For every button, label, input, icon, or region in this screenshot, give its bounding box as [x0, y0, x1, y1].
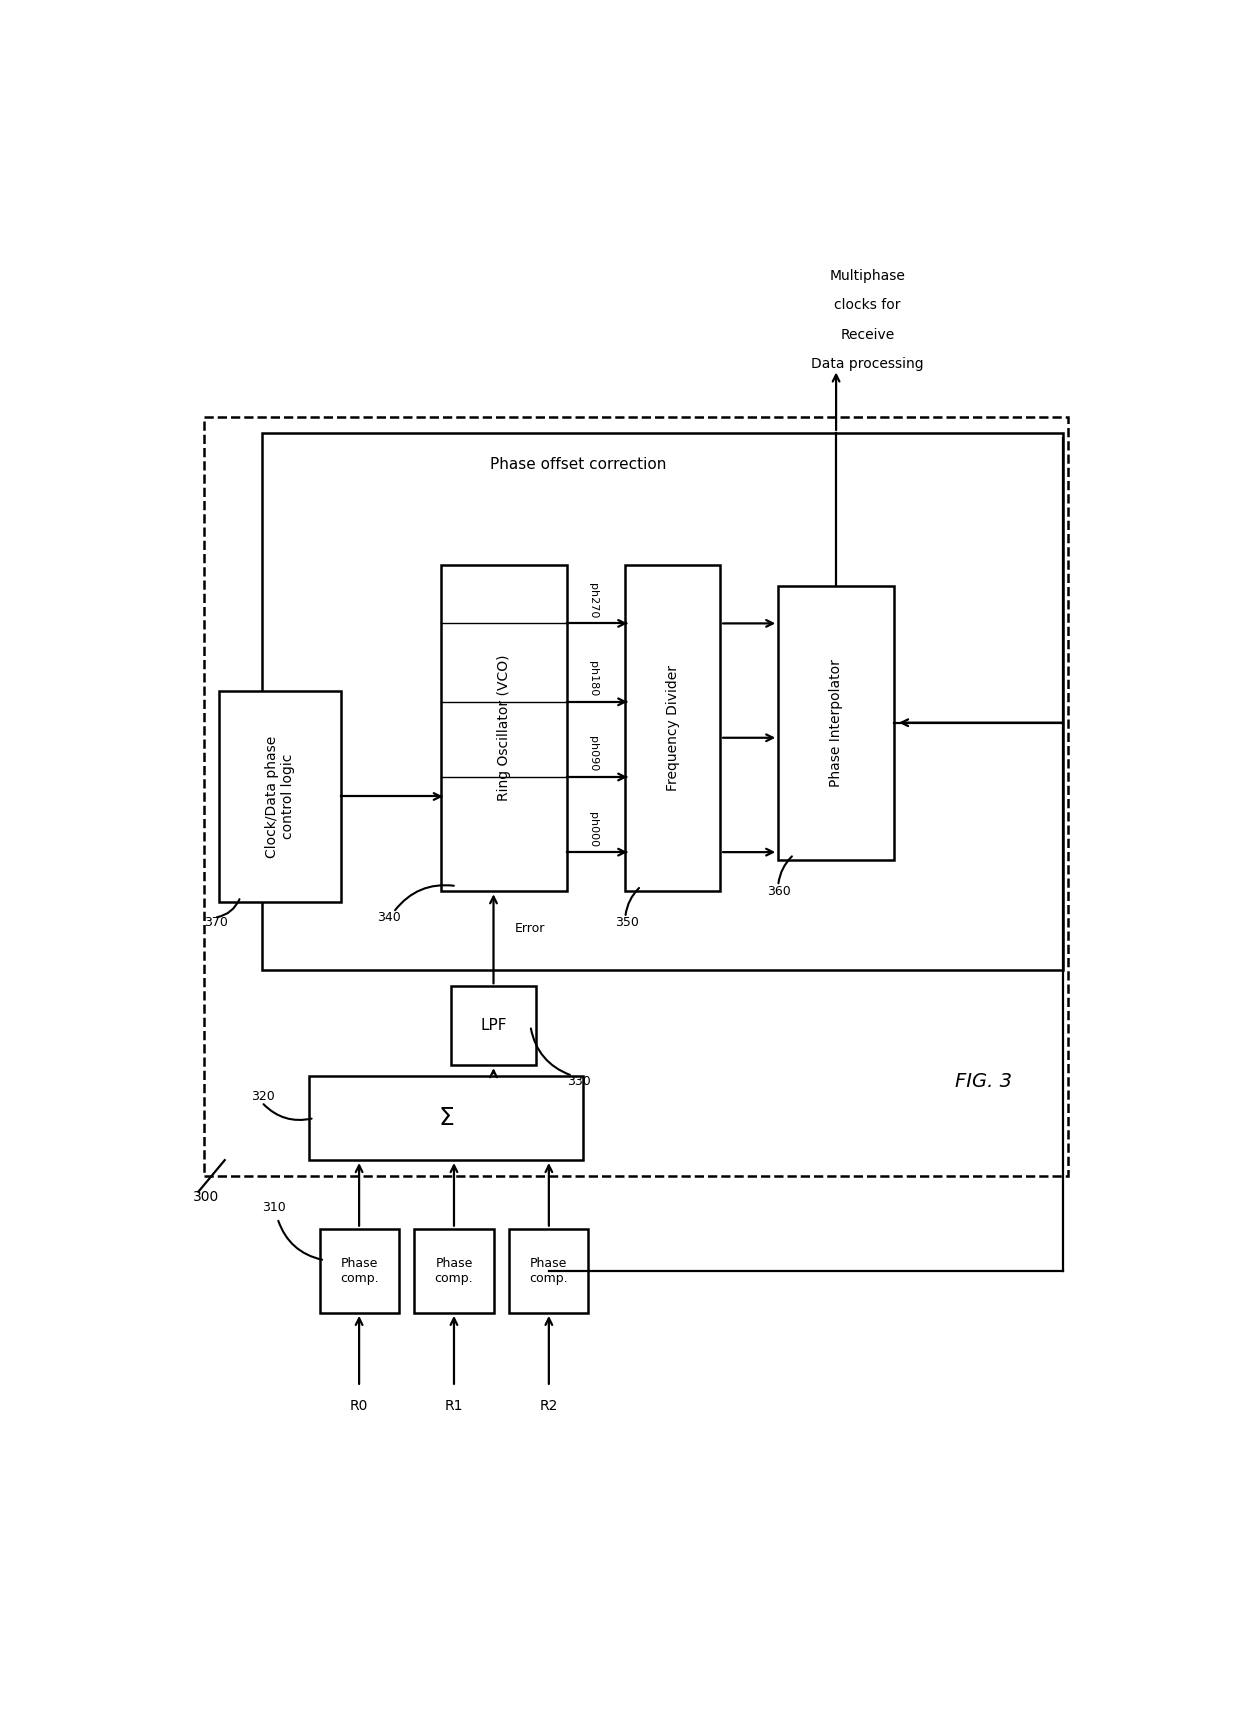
- Text: Clock/Data phase
control logic: Clock/Data phase control logic: [265, 735, 295, 858]
- Text: ph180: ph180: [589, 661, 599, 697]
- Text: Receive: Receive: [841, 327, 895, 343]
- Text: Error: Error: [515, 922, 544, 934]
- Text: Phase Interpolator: Phase Interpolator: [830, 659, 843, 787]
- Bar: [203, 417, 1068, 1176]
- Bar: [309, 1076, 583, 1161]
- Text: clocks for: clocks for: [835, 298, 901, 313]
- Text: 340: 340: [377, 912, 402, 924]
- Bar: [510, 1228, 588, 1313]
- Bar: [414, 1228, 494, 1313]
- Text: FIG. 3: FIG. 3: [955, 1071, 1012, 1090]
- Text: Data processing: Data processing: [811, 358, 924, 372]
- Text: Multiphase: Multiphase: [830, 268, 905, 282]
- Text: R2: R2: [539, 1400, 558, 1413]
- Text: ph000: ph000: [589, 811, 599, 848]
- Text: Σ: Σ: [438, 1105, 454, 1130]
- Text: Frequency Divider: Frequency Divider: [666, 664, 680, 791]
- Text: ph090: ph090: [589, 737, 599, 772]
- Text: 320: 320: [250, 1090, 275, 1104]
- Text: 360: 360: [768, 884, 791, 898]
- Bar: [451, 986, 536, 1066]
- Bar: [219, 690, 341, 901]
- Text: Phase
comp.: Phase comp.: [435, 1256, 474, 1285]
- Text: 300: 300: [193, 1190, 219, 1204]
- Bar: [440, 564, 567, 891]
- Text: Ring Oscillator (VCO): Ring Oscillator (VCO): [497, 654, 511, 801]
- Bar: [625, 564, 720, 891]
- Text: R1: R1: [445, 1400, 464, 1413]
- Text: R0: R0: [350, 1400, 368, 1413]
- Text: Phase
comp.: Phase comp.: [340, 1256, 378, 1285]
- Bar: [320, 1228, 398, 1313]
- Text: Phase
comp.: Phase comp.: [529, 1256, 568, 1285]
- Text: Phase offset correction: Phase offset correction: [490, 457, 666, 472]
- Text: 330: 330: [567, 1074, 591, 1088]
- Text: 350: 350: [615, 917, 639, 929]
- Text: LPF: LPF: [480, 1019, 507, 1033]
- Text: 370: 370: [203, 917, 227, 929]
- Text: 310: 310: [262, 1201, 285, 1214]
- Bar: [779, 586, 894, 860]
- Text: ph270: ph270: [589, 583, 599, 618]
- Bar: [262, 432, 1063, 971]
